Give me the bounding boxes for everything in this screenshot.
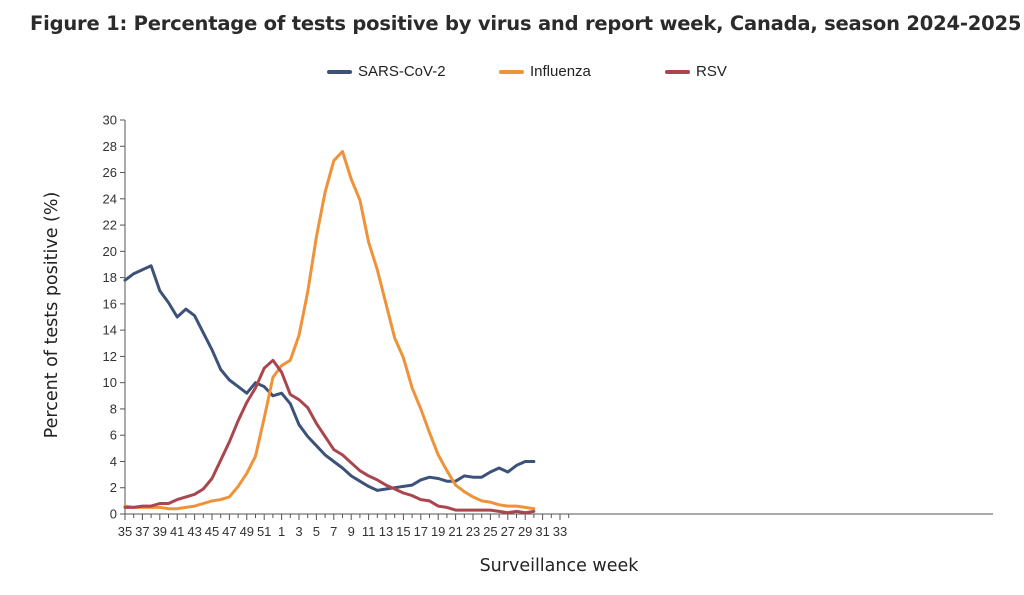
y-tick-label: 0 xyxy=(110,507,117,522)
x-tick-label: 39 xyxy=(153,524,167,539)
x-tick-label: 25 xyxy=(483,524,497,539)
series-line-influenza xyxy=(123,150,536,511)
x-tick-label: 23 xyxy=(466,524,480,539)
x-tick-label: 33 xyxy=(553,524,567,539)
y-tick-label: 12 xyxy=(103,349,117,364)
x-tick-label: 51 xyxy=(257,524,271,539)
x-axis-title: Surveillance week xyxy=(480,556,640,576)
series-line-rsv xyxy=(123,358,536,515)
chart-title: Figure 1: Percentage of tests positive b… xyxy=(30,12,1022,35)
y-tick-label: 8 xyxy=(110,401,117,416)
legend-item-sars-cov-2: SARS-CoV-2 xyxy=(327,63,446,80)
y-tick-label: 16 xyxy=(103,296,117,311)
x-tick-label: 21 xyxy=(448,524,462,539)
y-tick-label: 20 xyxy=(103,244,117,259)
x-tick-label: 17 xyxy=(414,524,428,539)
x-tick-label: 27 xyxy=(501,524,515,539)
x-tick-label: 45 xyxy=(205,524,219,539)
x-tick-label: 41 xyxy=(170,524,184,539)
series-lines xyxy=(123,150,536,515)
x-tick-label: 7 xyxy=(330,524,337,539)
y-tick-label: 22 xyxy=(103,218,117,233)
x-tick-label: 47 xyxy=(222,524,236,539)
legend-swatch-influenza xyxy=(499,69,524,74)
legend-item-rsv: RSV xyxy=(665,63,727,80)
x-tick-label: 35 xyxy=(118,524,132,539)
x-tick-label: 5 xyxy=(313,524,320,539)
x-tick-label: 31 xyxy=(535,524,549,539)
y-tick-label: 26 xyxy=(103,165,117,180)
x-tick-label: 1 xyxy=(278,524,285,539)
y-tick-label: 24 xyxy=(103,191,117,206)
y-axis-title: Percent of tests positive (%) xyxy=(42,192,62,439)
x-tick-label: 19 xyxy=(431,524,445,539)
chart-legend: SARS-CoV-2 Influenza RSV xyxy=(0,63,1024,85)
x-tick-label: 37 xyxy=(135,524,149,539)
x-tick-label: 9 xyxy=(348,524,355,539)
series-line-sars-cov-2 xyxy=(123,264,536,492)
y-tick-label: 10 xyxy=(103,375,117,390)
legend-swatch-rsv xyxy=(665,69,690,74)
y-tick-label: 6 xyxy=(110,428,117,443)
x-tick-label: 11 xyxy=(362,524,376,539)
x-tick-label: 15 xyxy=(396,524,410,539)
y-tick-label: 18 xyxy=(103,270,117,285)
x-tick-label: 3 xyxy=(295,524,302,539)
x-tick-label: 29 xyxy=(518,524,532,539)
x-tick-label: 13 xyxy=(379,524,393,539)
y-tick-label: 28 xyxy=(103,139,117,154)
y-tick-label: 4 xyxy=(110,454,117,469)
x-tick-label: 43 xyxy=(187,524,201,539)
y-tick-label: 2 xyxy=(110,480,117,495)
legend-label-influenza: Influenza xyxy=(530,63,591,80)
legend-swatch-sars-cov-2 xyxy=(327,69,352,74)
x-axis: 35 37 39 41 43 45 47 49 51 1 3 5 7 9 11 13 15 17 19 21 23 25 2… xyxy=(118,513,993,539)
legend-item-influenza: Influenza xyxy=(499,63,591,80)
x-tick-label: 49 xyxy=(240,524,254,539)
y-tick-label: 30 xyxy=(103,113,117,128)
y-tick-label: 14 xyxy=(103,323,117,338)
legend-label-sars-cov-2: SARS-CoV-2 xyxy=(358,63,446,80)
legend-label-rsv: RSV xyxy=(696,63,727,80)
